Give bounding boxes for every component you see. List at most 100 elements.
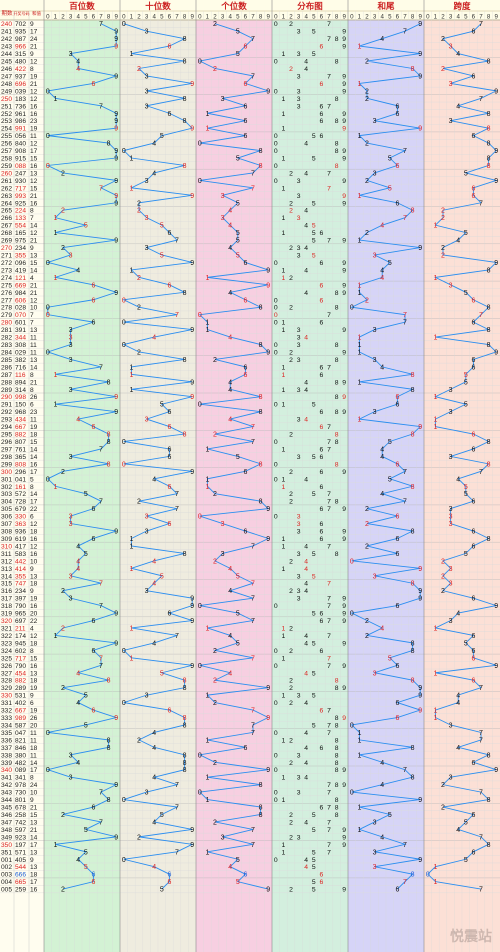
trend-point: 7 — [99, 103, 103, 110]
digit-header-label: 6 — [244, 13, 248, 20]
trend-point: 0 — [46, 476, 50, 483]
prize-number: 397 — [15, 596, 26, 603]
trend-point: 7 — [99, 185, 103, 192]
trend-point: 6 — [91, 424, 95, 431]
trend-point: 0 — [350, 722, 354, 729]
digit-header-label: 3 — [449, 13, 453, 20]
distribution-mark: 7 — [327, 238, 331, 245]
trend-point: 3 — [69, 51, 73, 58]
issue-number: 299 — [1, 461, 12, 468]
trend-point: 7 — [403, 320, 407, 327]
trend-point: 2 — [441, 66, 445, 73]
distribution-mark: 0 — [274, 59, 278, 66]
trend-point: 0 — [350, 558, 354, 565]
sum-value: 18 — [30, 678, 38, 685]
distribution-mark: 8 — [335, 715, 339, 722]
distribution-mark: 3 — [297, 775, 301, 782]
distribution-mark: 5 — [312, 573, 316, 580]
trend-point: 9 — [114, 111, 118, 118]
sum-value: 23 — [30, 118, 38, 125]
distribution-mark: 4 — [304, 170, 308, 177]
distribution-mark: 9 — [342, 603, 346, 610]
digit-header-label: 5 — [160, 13, 164, 20]
trend-point: 9 — [494, 767, 498, 774]
trend-point: 1 — [433, 670, 437, 677]
trend-point: 7 — [403, 312, 407, 319]
trend-point: 1 — [433, 417, 437, 424]
trend-point: 1 — [433, 625, 437, 632]
prize-number: 975 — [15, 238, 26, 245]
trend-point: 0 — [198, 790, 202, 797]
trend-point: 6 — [395, 394, 399, 401]
trend-point: 3 — [449, 387, 453, 394]
issue-number: 303 — [1, 491, 12, 498]
trend-point: 2 — [365, 297, 369, 304]
distribution-mark: 6 — [320, 118, 324, 125]
trend-point: 4 — [456, 827, 460, 834]
issue-number: 307 — [1, 521, 12, 528]
trend-point: 9 — [190, 618, 194, 625]
trend-point: 9 — [190, 842, 194, 849]
sum-value: 21 — [30, 379, 38, 386]
issue-number: 248 — [1, 81, 12, 88]
trend-point: 4 — [152, 819, 156, 826]
distribution-mark: 6 — [320, 446, 324, 453]
trend-point: 7 — [251, 170, 255, 177]
trend-point: 8 — [183, 118, 187, 125]
sum-value: 15 — [30, 655, 38, 662]
trend-point: 6 — [395, 111, 399, 118]
distribution-mark: 3 — [297, 752, 301, 759]
sum-value: 8 — [30, 775, 34, 782]
trend-point: 9 — [114, 290, 118, 297]
issue-number: 266 — [1, 215, 12, 222]
distribution-mark: 6 — [320, 297, 324, 304]
distribution-mark: 0 — [274, 402, 278, 409]
trend-point: 5 — [388, 476, 392, 483]
trend-point: 8 — [487, 342, 491, 349]
distribution-mark: 9 — [342, 267, 346, 274]
distribution-mark: 9 — [342, 118, 346, 125]
sum-value: 7 — [30, 320, 34, 327]
trend-point: 6 — [395, 103, 399, 110]
trend-point: 7 — [99, 663, 103, 670]
distribution-mark: 9 — [342, 640, 346, 647]
sum-value: 16 — [30, 551, 38, 558]
trend-point: 3 — [373, 252, 377, 259]
distribution-mark: 0 — [274, 700, 278, 707]
distribution-mark: 9 — [342, 260, 346, 267]
trend-point: 9 — [114, 148, 118, 155]
digit-header-label: 3 — [221, 13, 225, 20]
trend-point: 4 — [76, 700, 80, 707]
prize-number: 341 — [15, 775, 26, 782]
trend-point: 7 — [251, 596, 255, 603]
trend-point: 3 — [449, 581, 453, 588]
distribution-mark: 9 — [342, 44, 346, 51]
trend-point: 6 — [471, 529, 475, 536]
trend-point: 3 — [145, 693, 149, 700]
trend-point: 4 — [228, 588, 232, 595]
trend-point: 8 — [487, 327, 491, 334]
sum-value: 9 — [30, 588, 34, 595]
trend-point: 8 — [411, 529, 415, 536]
distribution-mark: 9 — [342, 290, 346, 297]
trend-point: 8 — [487, 267, 491, 274]
trend-point: 8 — [487, 842, 491, 849]
sum-value: 13 — [30, 819, 38, 826]
trend-point: 1 — [357, 238, 361, 245]
distribution-mark: 0 — [274, 648, 278, 655]
distribution-mark: 8 — [335, 305, 339, 312]
sum-value: 19 — [30, 685, 38, 692]
sum-value: 13 — [30, 670, 38, 677]
distribution-mark: 7 — [327, 185, 331, 192]
trend-point: 5 — [236, 156, 240, 163]
sum-value: 14 — [30, 267, 38, 274]
prize-number: 355 — [15, 573, 26, 580]
trend-point: 9 — [114, 73, 118, 80]
distribution-mark: 9 — [342, 349, 346, 356]
issue-number: 309 — [1, 536, 12, 543]
distribution-mark: 2 — [289, 245, 293, 252]
prize-number: 736 — [15, 103, 26, 110]
distribution-mark: 0 — [274, 349, 278, 356]
distribution-mark: 6 — [320, 364, 324, 371]
trend-point: 3 — [69, 335, 73, 342]
